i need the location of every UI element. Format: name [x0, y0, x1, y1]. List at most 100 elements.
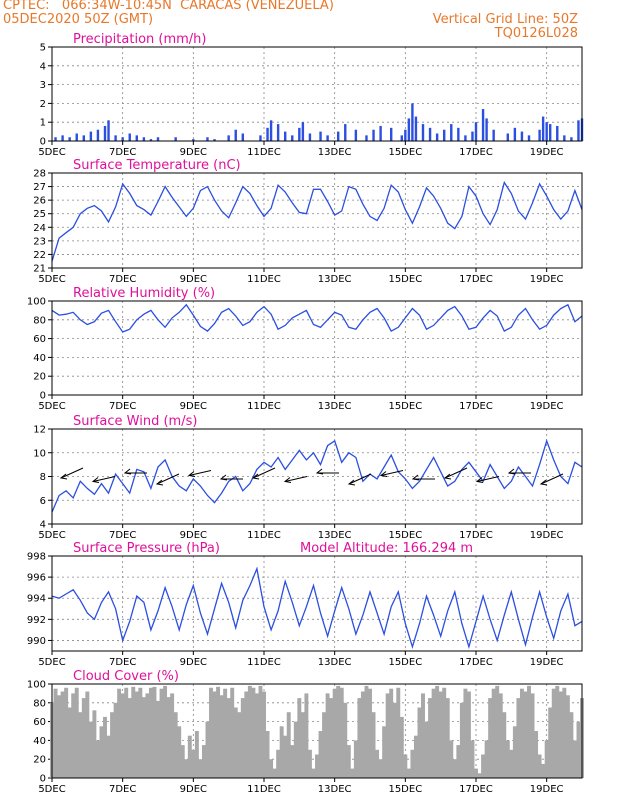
x-tick-label: 7DEC — [109, 401, 136, 412]
x-tick-label: 17DEC — [459, 147, 493, 158]
precip-bar — [481, 109, 485, 141]
precip-bar — [344, 124, 347, 141]
series-line — [51, 180, 583, 262]
wind-arrow — [92, 476, 116, 482]
cloud-bar — [318, 731, 323, 778]
wind-arrow-head — [283, 477, 292, 483]
cloud-bar — [67, 707, 72, 778]
cloud-bar — [88, 721, 93, 778]
y-tick-label: 4 — [40, 520, 46, 531]
cloud-bar — [283, 735, 288, 778]
precip-bar — [407, 118, 411, 141]
panel-3: 4 6 8 10 12 5DEC 7DEC 9DEC 11DEC 13DEC 15DEC 17DEC 1… — [33, 414, 583, 541]
x-tick-label: 7DEC — [109, 274, 136, 285]
panel-0: 0 1 2 3 4 5 5DEC 7DEC 9DEC 11DEC 13DEC 15DEC 17DEC 19… — [38, 32, 584, 158]
wind-arrow-head — [315, 468, 324, 475]
panel-4: 990 992 994 996 998 5DEC 7DEC 9DEC 11DEC 13DEC 15D… — [27, 541, 583, 668]
precip-bar — [319, 131, 322, 141]
cloud-bar — [385, 693, 390, 778]
x-tick-label: 19DEC — [530, 274, 564, 285]
x-tick-label: 13DEC — [318, 530, 352, 541]
y-tick-label: 40 — [33, 353, 46, 364]
cloud-bar — [572, 740, 577, 778]
panel-2: 0 20 40 60 80 100 5DEC 7DEC 9DEC 11DEC 13DEC 15DEC 1… — [27, 286, 583, 412]
cloud-bar — [276, 749, 281, 778]
cloud-bar — [392, 702, 397, 778]
precip-bar — [538, 129, 541, 141]
plot-frame — [51, 172, 583, 269]
cloud-bar — [141, 697, 146, 778]
cloud-bar — [173, 712, 178, 778]
x-tick-label: 9DEC — [180, 657, 207, 668]
precip-bar — [241, 133, 244, 141]
cloud-bar — [417, 707, 422, 778]
cloud-bar — [187, 735, 192, 778]
y-tick-label: 0 — [40, 137, 46, 148]
precip-bar — [337, 131, 340, 141]
precip-bar — [474, 122, 478, 141]
precip-bar — [266, 127, 269, 141]
cloud-bar — [297, 698, 302, 778]
cloud-bar — [233, 707, 238, 778]
wind-arrow — [60, 467, 84, 479]
y-tick-label: 998 — [27, 552, 46, 563]
cloud-bar — [177, 726, 182, 778]
cloud-bar — [71, 693, 76, 778]
cloud-bar — [495, 685, 500, 778]
precip-bar — [379, 125, 382, 141]
y-tick-label: 20 — [33, 755, 46, 766]
precip-bar — [400, 135, 403, 141]
precip-bar — [234, 129, 237, 141]
cloud-bar — [442, 687, 447, 778]
panel-title: Surface Wind (m/s) — [73, 414, 197, 429]
precip-bar — [301, 122, 305, 141]
x-tick-label: 17DEC — [459, 401, 493, 412]
cloud-bar — [466, 691, 471, 778]
precip-bar — [107, 120, 110, 141]
panel-title: Cloud Cover (%) — [73, 669, 179, 684]
precip-bar — [213, 139, 216, 141]
x-tick-label: 13DEC — [318, 401, 352, 412]
y-tick-label: 23 — [33, 236, 46, 247]
precip-bar — [128, 133, 131, 141]
x-tick-label: 11DEC — [247, 401, 281, 412]
precip-bar — [135, 135, 138, 141]
precip-bar — [284, 131, 287, 141]
x-tick-label: 19DEC — [530, 784, 564, 795]
precip-bar — [577, 120, 580, 141]
precip-bar — [570, 137, 573, 141]
cloud-bar — [209, 687, 213, 778]
precip-bar — [520, 131, 524, 141]
precip-bar — [492, 129, 495, 141]
cloud-bar — [166, 697, 171, 778]
precip-bar — [114, 135, 117, 141]
cloud-bar — [230, 687, 235, 778]
cloud-bar — [562, 687, 567, 778]
precip-bar — [365, 135, 368, 141]
cloud-bar — [106, 735, 111, 778]
cloud-bar — [85, 691, 90, 778]
panel-1: 21 22 23 24 25 26 27 28 5DEC 7DEC 9DEC 11DEC 13DEC 15… — [33, 158, 583, 285]
precip-bar — [142, 137, 146, 141]
wind-arrow-head — [475, 477, 484, 483]
precip-bar — [450, 124, 453, 141]
cloud-bar — [569, 712, 574, 778]
x-tick-label: 5DEC — [38, 274, 65, 285]
x-tick-label: 11DEC — [247, 274, 281, 285]
precip-bar — [485, 118, 488, 141]
cloud-bar — [523, 691, 528, 778]
x-tick-label: 9DEC — [180, 401, 207, 412]
y-tick-label: 21 — [33, 264, 46, 275]
x-tick-label: 19DEC — [530, 530, 564, 541]
cloud-bar — [304, 693, 309, 778]
wind-arrow-head — [411, 474, 420, 481]
x-tick-label: 15DEC — [388, 401, 422, 412]
wind-arrow-head — [187, 471, 196, 477]
precip-bar — [89, 131, 93, 141]
cloud-bar — [223, 688, 228, 778]
x-tick-label: 15DEC — [388, 784, 422, 795]
x-tick-label: 7DEC — [109, 784, 136, 795]
x-tick-label: 11DEC — [247, 530, 281, 541]
cloud-bar — [413, 735, 418, 778]
cloud-bar — [389, 688, 394, 778]
